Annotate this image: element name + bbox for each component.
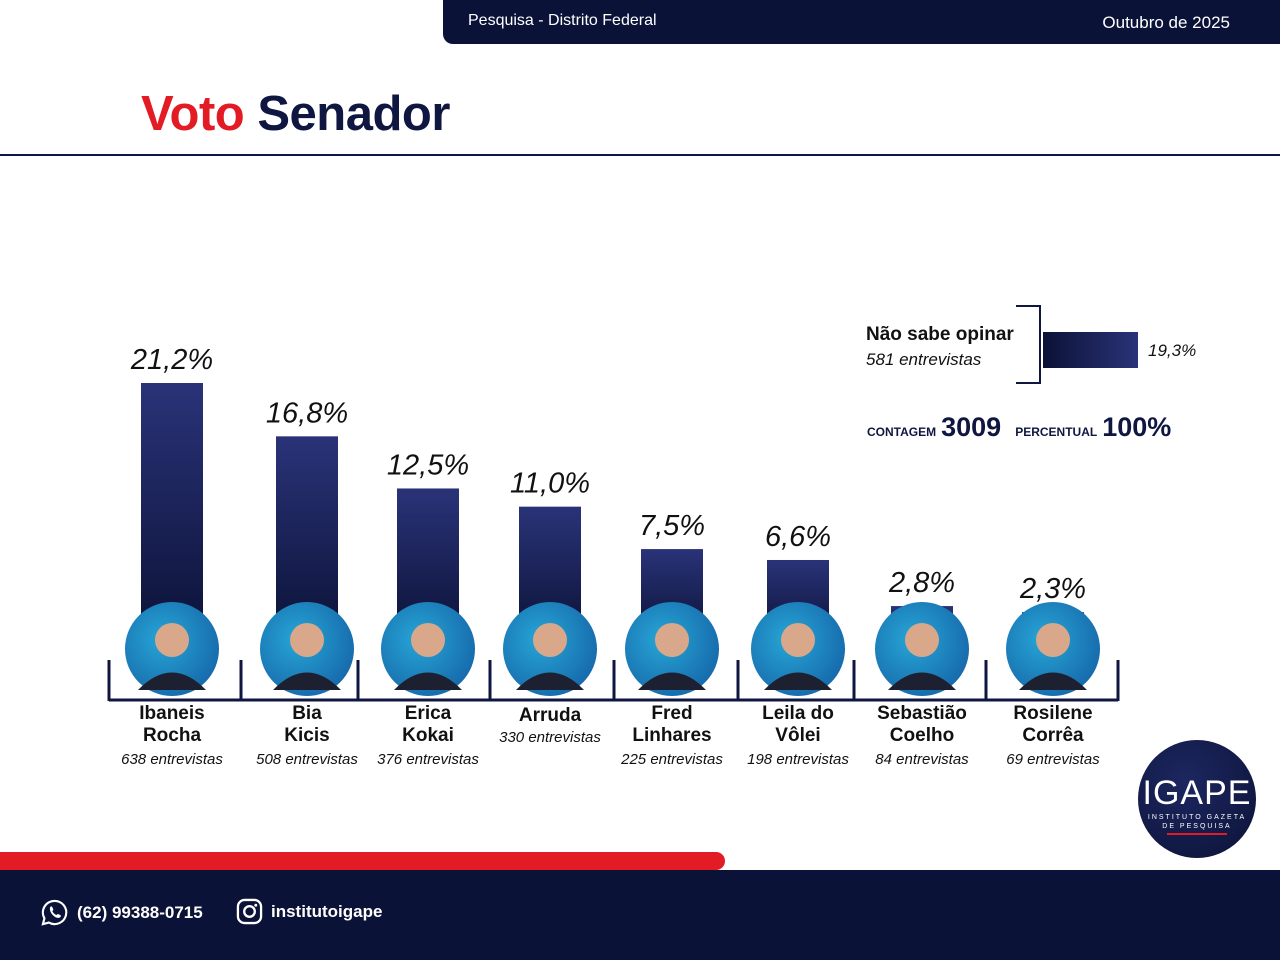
whatsapp-number: (62) 99388-0715 bbox=[77, 902, 203, 922]
title-part2: Senador bbox=[257, 87, 450, 141]
title-part1: Voto bbox=[141, 87, 245, 141]
candidate-name-line: Kokai bbox=[402, 725, 454, 746]
candidate-name-line: Erica bbox=[404, 703, 452, 724]
bar-value-label: 7,5% bbox=[639, 510, 705, 542]
candidate-name-line: Linhares bbox=[632, 725, 712, 746]
candidate-name: Arruda bbox=[485, 705, 615, 727]
dont-know-bar bbox=[1043, 332, 1138, 368]
candidate-interviews: 84 entrevistas bbox=[875, 751, 969, 768]
bar bbox=[141, 383, 203, 640]
candidate-name-line: Fred bbox=[651, 703, 693, 724]
igape-logo: IGAPE INSTITUTO GAZETA DE PESQUISA bbox=[1138, 740, 1256, 858]
bar-value-label: 21,2% bbox=[130, 344, 213, 376]
bar-value-label: 6,6% bbox=[765, 521, 831, 553]
candidate-face bbox=[411, 623, 445, 657]
count-label: CONTAGEM bbox=[867, 425, 937, 439]
red-accent-strip bbox=[0, 852, 725, 870]
dont-know-label: Não sabe opinar bbox=[866, 324, 1014, 345]
candidate-face bbox=[1036, 623, 1070, 657]
candidate-name-line: Leila do bbox=[762, 703, 834, 724]
candidate-name-line: Bia bbox=[292, 703, 322, 724]
candidate-name: Erica Kokai bbox=[363, 703, 493, 747]
percent-value: 100% bbox=[1102, 412, 1172, 442]
page-title: Voto Senador bbox=[141, 86, 450, 142]
candidate-name-line: Vôlei bbox=[775, 725, 821, 746]
candidate-face bbox=[905, 623, 939, 657]
candidate-shoulders bbox=[638, 672, 706, 690]
logo-line1: INSTITUTO GAZETA bbox=[1147, 814, 1247, 821]
candidate-interviews: 69 entrevistas bbox=[1006, 751, 1100, 768]
candidate-interviews: 225 entrevistas bbox=[621, 751, 723, 768]
candidate-name-line: Ibaneis bbox=[139, 703, 205, 724]
candidate-name-line: Arruda bbox=[518, 705, 582, 726]
percent-label: PERCENTUAL bbox=[1015, 425, 1098, 439]
candidate-name-line: Sebastião bbox=[877, 703, 967, 724]
bar-value-label: 2,3% bbox=[1019, 573, 1086, 605]
candidate-name-line: Coelho bbox=[889, 725, 955, 746]
instagram-handle: institutoigape bbox=[271, 901, 383, 921]
totals: CONTAGEM 3009 PERCENTUAL 100% bbox=[867, 412, 1185, 443]
candidate-face bbox=[781, 623, 815, 657]
instagram-icon bbox=[236, 898, 263, 925]
survey-date: Outubro de 2025 bbox=[1102, 13, 1230, 32]
logo-underline bbox=[1167, 833, 1227, 835]
logo-name: IGAPE bbox=[1142, 774, 1252, 812]
bar-value-label: 16,8% bbox=[266, 397, 348, 429]
title-divider bbox=[0, 154, 1280, 156]
whatsapp-contact[interactable]: (62) 99388-0715 bbox=[40, 898, 203, 927]
bar-value-label: 2,8% bbox=[888, 567, 955, 599]
candidate-name-line: Rocha bbox=[142, 725, 202, 746]
candidate-face bbox=[290, 623, 324, 657]
candidate-shoulders bbox=[888, 672, 956, 690]
candidate-name-line: Corrêa bbox=[1022, 725, 1084, 746]
candidate-face bbox=[655, 623, 689, 657]
candidate-face bbox=[155, 623, 189, 657]
candidate-interviews: 198 entrevistas bbox=[747, 751, 849, 768]
bar-value-label: 11,0% bbox=[510, 468, 590, 500]
candidate-interviews: 638 entrevistas bbox=[121, 751, 223, 768]
candidate-shoulders bbox=[138, 672, 206, 690]
candidate-name: Fred Linhares bbox=[607, 703, 737, 747]
candidate-name: Leila do Vôlei bbox=[733, 703, 863, 747]
candidate-interviews: 330 entrevistas bbox=[499, 729, 601, 746]
header-bar: Pesquisa - Distrito Federal Outubro de 2… bbox=[443, 0, 1280, 44]
count-value: 3009 bbox=[941, 412, 1002, 442]
dont-know-bracket bbox=[1016, 305, 1041, 384]
candidate-shoulders bbox=[516, 672, 584, 690]
bar-value-label: 12,5% bbox=[387, 449, 469, 481]
candidate-shoulders bbox=[273, 672, 341, 690]
candidate-name: Rosilene Corrêa bbox=[988, 703, 1118, 747]
candidate-shoulders bbox=[394, 672, 462, 690]
logo-line2: DE PESQUISA bbox=[1162, 823, 1232, 830]
candidate-name-line: Rosilene bbox=[1013, 703, 1093, 724]
candidate-name: Bia Kicis bbox=[242, 703, 372, 747]
candidate-shoulders bbox=[1019, 672, 1087, 690]
candidate-shoulders bbox=[764, 672, 832, 690]
footer: (62) 99388-0715 institutoigape bbox=[0, 870, 1280, 960]
instagram-contact[interactable]: institutoigape bbox=[236, 898, 382, 925]
candidate-name: Sebastião Coelho bbox=[857, 703, 987, 747]
candidate-interviews: 376 entrevistas bbox=[377, 751, 479, 768]
candidate-name-line: Kicis bbox=[284, 725, 330, 746]
dont-know-value: 19,3% bbox=[1148, 341, 1197, 360]
candidate-interviews: 508 entrevistas bbox=[256, 751, 358, 768]
survey-label: Pesquisa - Distrito Federal bbox=[468, 12, 657, 29]
candidate-face bbox=[533, 623, 567, 657]
candidate-name: Ibaneis Rocha bbox=[107, 703, 237, 747]
dont-know-interviews: 581 entrevistas bbox=[866, 350, 982, 369]
whatsapp-icon bbox=[41, 899, 68, 926]
